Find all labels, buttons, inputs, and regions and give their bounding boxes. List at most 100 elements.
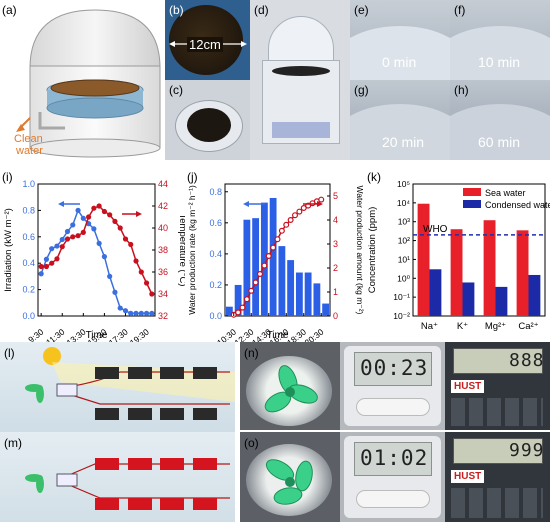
data-point [128,241,134,248]
series-line [40,208,152,315]
panel-label: (g) [354,83,369,97]
y-tick-label-left: 0.4 [209,249,222,259]
panel-label: (j) [187,170,198,184]
data-point [54,256,60,262]
data-point [64,228,71,235]
y-tick-label: 10⁴ [397,198,410,208]
x-tick-label: 17:30 [107,327,130,342]
panel-label: (d) [254,3,269,17]
data-point [80,215,86,221]
data-point [143,310,150,316]
absorber-cells [95,367,217,420]
y-tick-label-right: 4 [333,215,338,225]
legend-arrowhead-left [58,201,64,207]
y-tick-label-left: 0.0 [209,311,222,321]
y-tick-label-right: 42 [158,201,168,211]
panel-label: (f) [454,3,466,17]
x-tick-label: Ca²⁺ [518,321,538,332]
panel-a: (a) Clean water [0,0,165,160]
panel-label: (a) [2,3,17,17]
data-point [287,216,294,223]
plot-frame [37,183,156,317]
data-point [96,203,102,209]
data-point [112,218,118,224]
x-tick-label: 19:30 [128,327,151,342]
data-point [300,204,307,211]
y-tick-label-left: 0.4 [22,258,35,268]
calc-readout: 999 [509,440,545,461]
bar [516,230,529,316]
data-point [133,258,139,264]
x-axis-label: Time [267,330,289,341]
calc-screen [453,438,543,464]
x-tick-label: 9:30 [26,327,45,342]
data-point [243,296,250,303]
y-axis-label-left: Water production rate (kg m⁻² h⁻¹) [187,185,197,315]
y-tick-label: 10⁻¹ [393,292,410,302]
y-tick-label-right: 40 [158,223,168,233]
panel-label: (n) [244,346,259,360]
data-point [101,254,108,260]
panel-l-render: (l) [0,342,235,432]
data-point [91,205,97,211]
legend-swatch [463,200,481,208]
data-point [248,287,255,294]
data-point [96,240,102,246]
y-tick-label: 10² [398,236,410,246]
panel-n-calc-photo: 888 HUST [445,342,550,430]
fan-blades-icon [264,365,318,413]
data-point [117,225,123,231]
data-point [265,252,272,259]
data-point [149,291,155,297]
y-tick-label: 10¹ [398,254,410,264]
y-tick-label-right: 34 [158,289,168,299]
plot-frame [224,183,331,317]
absorber-in-dish [187,108,231,142]
dome-glass [268,16,334,62]
y-tick-label-left: 0.8 [209,187,222,197]
data-point [43,263,50,270]
dome-surface [350,104,450,160]
x-axis-label: Time [86,330,108,341]
panel-n-fan-photo: (n) [240,342,340,430]
data-point [296,208,303,215]
bar [450,229,463,316]
timer-readout: 01:02 [360,446,429,470]
legend-label: Sea water [485,188,526,198]
y-tick-label-left: 0.2 [209,280,222,290]
calc-keypad [451,488,543,518]
data-point [43,256,50,262]
timer-screen [354,352,432,386]
absorber-layer [272,66,330,76]
data-point [38,271,44,277]
data-point [38,263,44,270]
bar [495,286,508,316]
y-tick-label: 10⁻² [393,311,410,321]
bar [313,283,321,316]
data-point [270,244,277,251]
panel-f-photo: (f) 10 min [450,0,550,80]
water-basin [272,122,330,138]
dome-surface [450,26,550,80]
data-point [112,289,118,295]
bar [528,274,541,316]
legend-arrowhead-right [136,211,142,217]
data-point [59,244,65,250]
fan-icon [25,384,44,403]
y-tick-label-right: 32 [158,311,168,321]
water-production-chart: 0.00.20.40.60.801234510:3012:3014:3016:3… [187,183,365,348]
bar [462,282,475,316]
y-axis-label-left: Irradiation (kW m⁻²) [3,208,14,292]
data-point [75,207,81,213]
y-tick-label-left: 0.8 [22,205,35,215]
legend-label: Condensed water [485,200,550,210]
y-tick-label-right: 2 [333,263,338,273]
y-tick-label: 10⁵ [397,179,410,189]
evaporator-array-sunlit [25,347,235,420]
brand-sticker: HUST [451,470,485,483]
data-point [252,279,259,286]
data-point [49,246,55,252]
calc-keypad [451,398,543,426]
panel-g-photo: (g) 20 min [350,80,450,160]
data-point [143,280,150,286]
